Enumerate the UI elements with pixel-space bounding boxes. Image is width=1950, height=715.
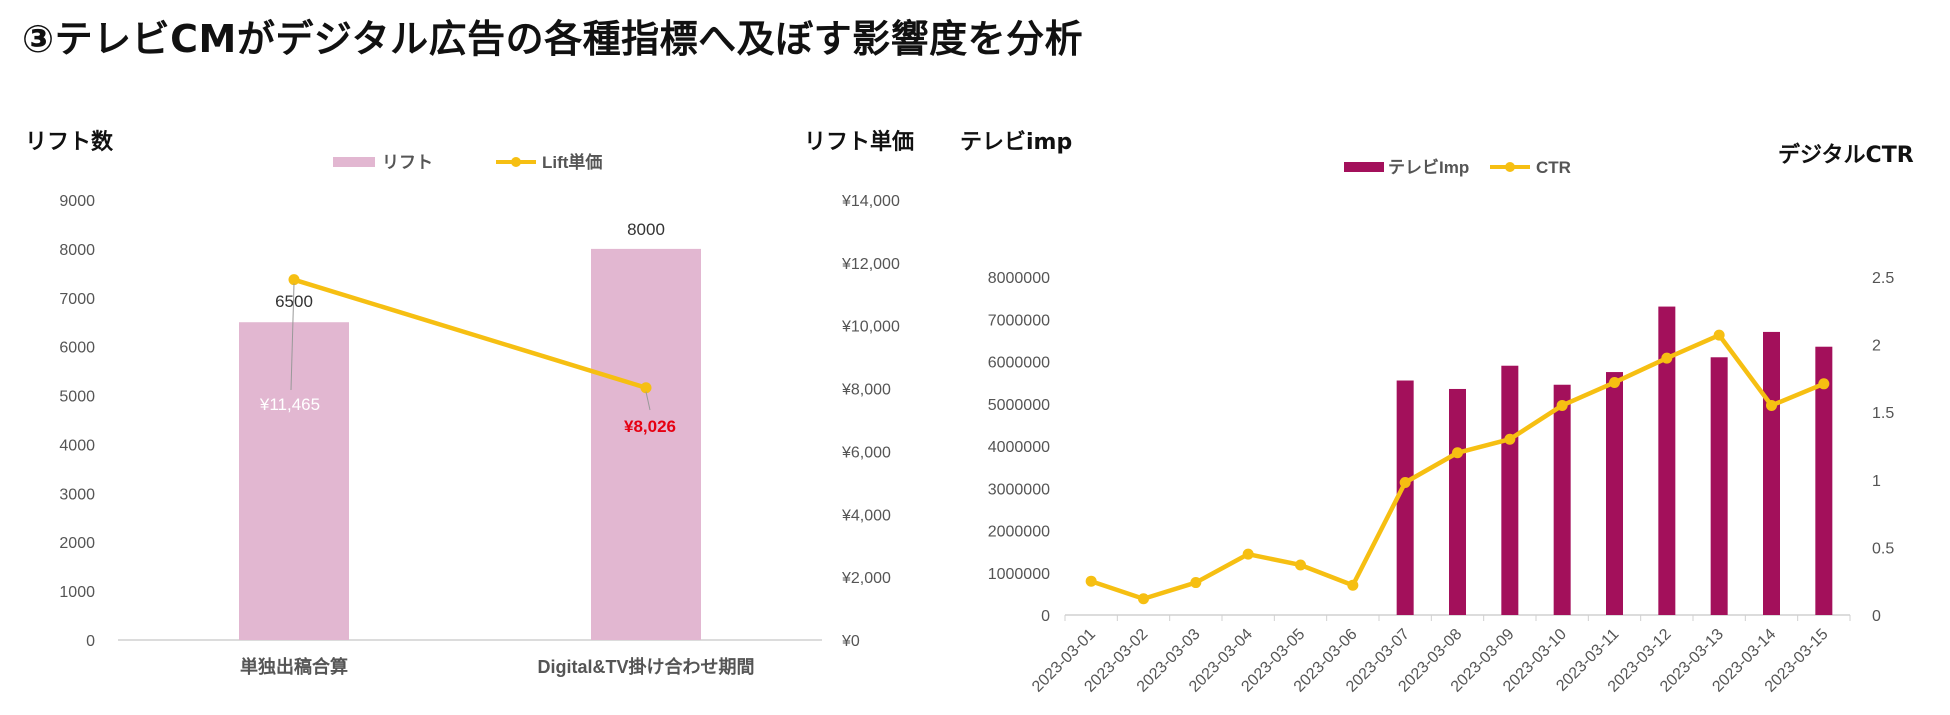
legend-marker-ctr	[1505, 162, 1515, 172]
legend-label-lift-unit-price: Lift単価	[542, 152, 602, 172]
left-tick-label: 5000000	[988, 397, 1050, 414]
right-tick-label: 0.5	[1872, 540, 1894, 557]
ctr-point	[1452, 447, 1463, 459]
legend-label-lift: リフト	[382, 153, 433, 172]
left-tick-label: 6000000	[988, 355, 1050, 372]
right-tick-label: ¥8,000	[841, 382, 891, 399]
lift-unit-price-point	[640, 382, 652, 394]
right-tick-label: 2	[1872, 338, 1881, 355]
left-tick-label: 8000	[59, 242, 95, 259]
legend-swatch-tv-imp	[1344, 162, 1384, 172]
tv-imp-bar	[1396, 380, 1414, 615]
left-tick-label: 1000000	[988, 566, 1050, 583]
left-tick-label: 8000000	[988, 270, 1050, 287]
category-label: 単独出稿合算	[240, 656, 348, 677]
ctr-point	[1347, 579, 1359, 591]
category-label: Digital&TV掛け合わせ期間	[537, 656, 754, 677]
ctr-point	[1766, 399, 1777, 411]
left-tick-label: 3000000	[988, 481, 1050, 498]
tv-imp-bar	[1658, 306, 1676, 615]
left-tick-label: 4000	[59, 437, 95, 454]
right-tick-label: ¥14,000	[841, 193, 900, 210]
right-tick-label: ¥12,000	[841, 256, 900, 273]
ctr-point	[1190, 577, 1202, 589]
left-tick-label: 7000000	[988, 312, 1050, 329]
tv-imp-bar	[1710, 357, 1728, 615]
tv-imp-bar	[1815, 346, 1833, 615]
page-title: ③テレビCMがデジタル広告の各種指標へ及ぼす影響度を分析	[22, 17, 1084, 61]
left-tick-label: 1000	[59, 584, 95, 601]
chart1-right-axis-title: リフト単価	[804, 130, 915, 155]
ctr-point	[1399, 477, 1411, 489]
lift-unit-price-line	[293, 277, 647, 390]
ctr-point	[1713, 329, 1725, 341]
tv-imp-ctr-chart: 0 1000000 2000000 3000000 4000000 5000000 6000…	[988, 158, 1895, 696]
label-leader-line	[645, 391, 651, 411]
ctr-point	[1661, 352, 1673, 364]
tv-imp-bar	[1501, 365, 1519, 615]
tv-imp-bar	[1606, 372, 1623, 615]
lift-chart: 0 1000 2000 3000 4000 5000 6000 7000 8000 9000 ¥0 ¥…	[59, 152, 900, 677]
left-tick-label: 7000	[59, 291, 95, 308]
left-tick-label: 5000	[59, 389, 95, 406]
left-tick-label: 4000000	[988, 439, 1050, 456]
right-tick-label: ¥4,000	[841, 507, 891, 524]
legend-label-tv-imp: テレビImp	[1388, 158, 1469, 177]
right-tick-label: ¥2,000	[841, 570, 891, 587]
right-tick-label: 1.5	[1872, 405, 1894, 422]
chart2-right-axis-title: デジタルCTR	[1778, 143, 1914, 168]
left-tick-label: 2000000	[988, 524, 1050, 541]
ctr-point	[1556, 399, 1568, 411]
right-tick-label: ¥0	[841, 633, 860, 650]
right-tick-label: 0	[1872, 608, 1881, 625]
ctr-point	[1818, 378, 1830, 390]
lift-bar-label: 8000	[627, 220, 665, 239]
legend-swatch-lift	[333, 157, 375, 167]
lift-bar	[239, 322, 349, 640]
label-leader-line	[290, 283, 295, 391]
right-tick-label: ¥6,000	[841, 444, 891, 461]
left-tick-label: 6000	[59, 340, 95, 357]
lift-unit-price-point	[288, 274, 300, 286]
lift-bar	[591, 248, 701, 640]
left-tick-label: 9000	[59, 193, 95, 210]
ctr-point	[1609, 376, 1620, 388]
ctr-point	[1138, 593, 1149, 605]
left-tick-label: 3000	[59, 486, 95, 503]
lift-unit-price-label: ¥8,026	[624, 417, 676, 436]
chart1-left-axis-title: リフト数	[25, 130, 114, 155]
tv-imp-bar	[1449, 388, 1466, 615]
chart2-left-axis-title: テレビimp	[960, 130, 1073, 155]
right-tick-label: ¥10,000	[841, 319, 900, 336]
lift-bar-label: 6500	[275, 292, 313, 311]
tv-imp-bar	[1763, 331, 1780, 615]
ctr-point	[1085, 575, 1097, 587]
lift-unit-price-label: ¥11,465	[259, 395, 320, 414]
legend-label-ctr: CTR	[1536, 158, 1571, 177]
left-tick-label: 0	[1041, 608, 1050, 625]
right-tick-label: 2.5	[1872, 270, 1894, 287]
left-tick-label: 0	[86, 633, 95, 650]
tv-imp-bar	[1553, 384, 1571, 615]
legend-marker-lift-unit-price	[511, 157, 521, 167]
left-tick-label: 2000	[59, 535, 95, 552]
right-tick-label: 1	[1872, 473, 1881, 490]
ctr-point	[1504, 433, 1516, 445]
ctr-point	[1295, 559, 1306, 571]
ctr-point	[1242, 548, 1254, 560]
